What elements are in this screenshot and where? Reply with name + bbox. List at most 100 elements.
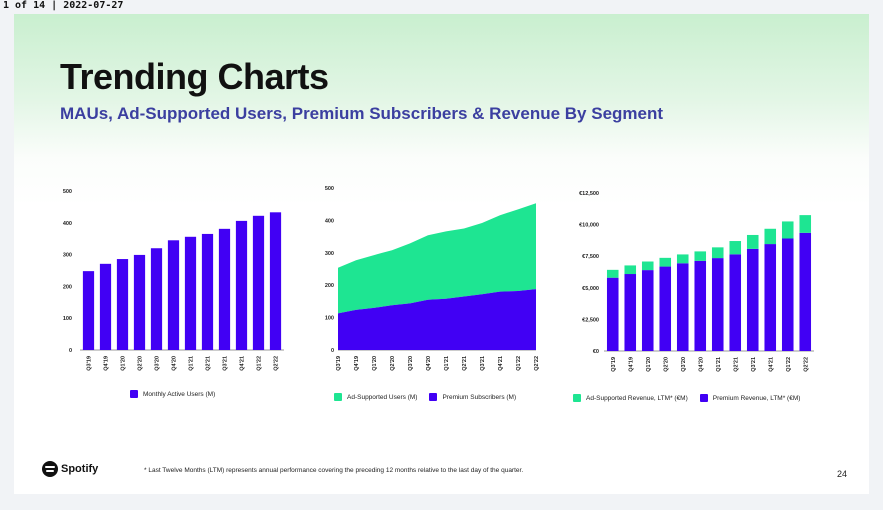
y-tick-label: 400 xyxy=(325,218,334,224)
y-tick-label: 100 xyxy=(325,316,334,322)
page-number: 24 xyxy=(836,469,847,479)
x-tick-label: Q2'21 xyxy=(206,356,212,371)
legend-swatch-purple xyxy=(429,393,438,401)
bar xyxy=(252,215,265,350)
bar xyxy=(799,232,812,351)
legend-item: Ad-Supported Users (M) xyxy=(334,393,417,401)
x-tick-label: Q1'22 xyxy=(786,357,792,372)
x-tick-label: Q1'22 xyxy=(257,356,263,371)
x-tick-label: Q4'21 xyxy=(240,356,246,371)
bar xyxy=(606,277,619,351)
x-tick-label: Q3'21 xyxy=(751,357,757,372)
bar xyxy=(764,244,777,351)
slide: Trending Charts MAUs, Ad-Supported Users… xyxy=(14,14,869,494)
bar xyxy=(218,228,231,350)
area-premium xyxy=(338,289,536,350)
x-tick-label: Q3'19 xyxy=(336,356,342,371)
legend-revenue: Ad-Supported Revenue, LTM* (€M) Premium … xyxy=(573,394,800,402)
legend-swatch-green xyxy=(573,394,581,402)
x-tick-label: Q4'20 xyxy=(172,356,178,371)
legend-item: Ad-Supported Revenue, LTM* (€M) xyxy=(573,394,688,402)
bar xyxy=(641,270,654,351)
bar xyxy=(82,271,95,350)
bar xyxy=(150,248,163,350)
y-tick-label: €2,500 xyxy=(582,317,599,323)
x-tick-label: Q1'21 xyxy=(444,356,450,371)
bar xyxy=(99,263,112,350)
y-tick-label: 500 xyxy=(63,189,72,195)
bar xyxy=(694,260,707,351)
legend-label: Ad-Supported Revenue, LTM* (€M) xyxy=(586,394,688,402)
x-tick-label: Q1'22 xyxy=(516,356,522,371)
y-tick-label: €5,000 xyxy=(582,286,599,292)
bar xyxy=(269,212,282,350)
x-tick-label: Q3'20 xyxy=(155,356,161,371)
x-tick-label: Q1'20 xyxy=(646,357,652,372)
x-tick-label: Q4'19 xyxy=(104,356,110,371)
y-tick-label: 500 xyxy=(325,186,334,192)
bar xyxy=(606,269,619,278)
x-tick-label: Q3'21 xyxy=(223,356,229,371)
page-subtitle: MAUs, Ad-Supported Users, Premium Subscr… xyxy=(60,104,664,123)
x-tick-label: Q2'22 xyxy=(534,356,540,371)
bar xyxy=(116,259,129,350)
x-tick-label: Q4'19 xyxy=(354,356,360,371)
bar xyxy=(729,241,742,255)
y-tick-label: €7,500 xyxy=(582,254,599,260)
bar xyxy=(201,233,214,350)
x-tick-label: Q3'20 xyxy=(681,357,687,372)
bar xyxy=(624,274,637,351)
y-tick-label: 0 xyxy=(69,348,72,354)
bar xyxy=(235,220,248,350)
x-tick-label: Q2'21 xyxy=(733,357,739,372)
y-tick-label: 100 xyxy=(63,316,72,322)
x-tick-label: Q2'20 xyxy=(138,356,144,371)
footnote: * Last Twelve Months (LTM) represents an… xyxy=(144,467,524,474)
page-title: Trending Charts xyxy=(60,56,329,97)
logo-wordmark: Spotify xyxy=(61,463,99,475)
x-tick-label: Q2'20 xyxy=(663,357,669,372)
x-tick-label: Q1'20 xyxy=(372,356,378,371)
x-tick-label: Q4'19 xyxy=(628,357,634,372)
bar xyxy=(729,254,742,351)
area-ad-supported xyxy=(338,203,536,314)
bar xyxy=(764,228,777,245)
bar xyxy=(781,238,794,351)
legend-label: Monthly Active Users (M) xyxy=(143,390,216,398)
y-tick-label: €0 xyxy=(593,349,599,355)
x-tick-label: Q1'21 xyxy=(189,356,195,371)
bar xyxy=(167,240,180,350)
page-counter: 1 of 14 | 2022-07-27 xyxy=(3,0,124,11)
y-tick-label: 200 xyxy=(63,284,72,290)
x-tick-label: Q2'21 xyxy=(462,356,468,371)
x-tick-label: Q1'21 xyxy=(716,357,722,372)
x-tick-label: Q2'22 xyxy=(274,356,280,371)
bar xyxy=(746,234,759,249)
y-tick-label: 200 xyxy=(325,283,334,289)
x-tick-label: Q2'20 xyxy=(390,356,396,371)
y-tick-label: 300 xyxy=(325,251,334,257)
legend-label: Premium Revenue, LTM* (€M) xyxy=(712,394,801,402)
x-tick-label: Q2'22 xyxy=(803,357,809,372)
legend-users: Ad-Supported Users (M) Premium Subscribe… xyxy=(334,393,516,401)
y-tick-label: €10,000 xyxy=(579,223,599,229)
bar xyxy=(659,257,672,267)
x-tick-label: Q4'20 xyxy=(698,357,704,372)
bar xyxy=(711,258,724,351)
charts-canvas: 0 100 200 300 400 500 Q3'19 Q4'19 Q1'20 Q2'20 Q3'2… xyxy=(63,186,814,372)
legend-swatch-purple xyxy=(130,390,138,398)
x-tick-label: Q4'21 xyxy=(498,356,504,371)
x-tick-label: Q3'19 xyxy=(87,356,93,371)
bar xyxy=(799,215,812,233)
legend-item: Premium Subscribers (M) xyxy=(429,393,516,401)
bar xyxy=(781,221,794,239)
spotify-logo: Spotify xyxy=(42,461,98,477)
bar xyxy=(711,247,724,259)
bar xyxy=(641,261,654,271)
spotify-icon xyxy=(42,461,58,477)
y-tick-label: 400 xyxy=(63,221,72,227)
legend-label: Ad-Supported Users (M) xyxy=(347,393,418,401)
legend-item: Monthly Active Users (M) xyxy=(130,390,215,398)
bar xyxy=(659,266,672,351)
legend-swatch-green xyxy=(334,393,342,401)
